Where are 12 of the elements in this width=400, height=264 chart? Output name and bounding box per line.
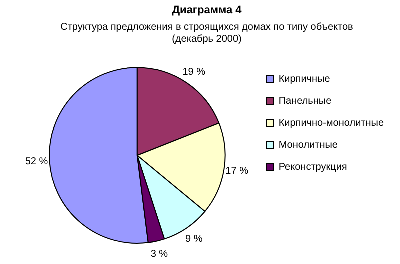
legend-label: Кирпично-монолитные [278,118,384,129]
data-label: 9 % [186,234,203,245]
legend-label: Монолитные [278,140,338,151]
data-label: 52 % [25,156,48,168]
data-label: 17 % [226,166,249,178]
chart-title: Диаграмма 4 [172,4,243,17]
legend-label: Реконструкция [278,162,348,173]
legend-label: Кирпичные [278,74,331,85]
chart-subtitle: Структура предложения в строящихся домах по типу объектов (декабрь 2000) [60,22,354,45]
legend-label: Панельные [278,96,332,107]
data-label: 19 % [182,66,206,78]
data-label: 3 % [150,248,168,260]
